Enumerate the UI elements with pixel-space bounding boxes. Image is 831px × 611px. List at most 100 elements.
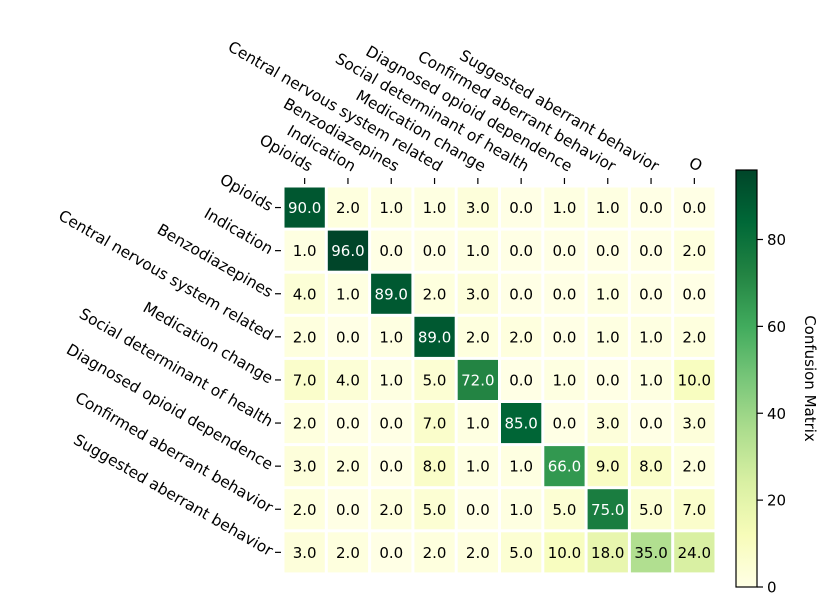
cell-value-label: 1.0	[553, 199, 577, 217]
cell-value-label: 1.0	[509, 458, 533, 476]
cell-value-label: 2.0	[293, 328, 317, 346]
heatmap-cell-r4-c1	[327, 359, 369, 400]
heatmap-cell-r7-c4	[457, 489, 498, 530]
cell-value-label: 0.0	[423, 242, 447, 260]
cell-value-label: 72.0	[461, 371, 494, 389]
cell-value-label: 0.0	[379, 544, 403, 562]
cell-value-label: 89.0	[375, 285, 408, 303]
heatmap-cell-r2-c2	[371, 273, 412, 314]
cell-value-label: 2.0	[336, 458, 360, 476]
heatmap-cell-r5-c6	[544, 403, 585, 444]
cell-value-label: 90.0	[288, 199, 321, 217]
heatmap-cell-r8-c5	[501, 532, 542, 573]
heatmap-cell-r6-c0	[284, 446, 325, 487]
cell-value-label: 5.0	[423, 371, 447, 389]
cell-value-label: 5.0	[639, 501, 663, 519]
cell-value-label: 0.0	[379, 415, 403, 433]
heatmap-cell-r1-c8	[630, 230, 672, 271]
cell-value-label: 0.0	[509, 371, 533, 389]
cell-value-label: 1.0	[466, 458, 490, 476]
colorbar: 0 20 40 60 80 Confusion Matrix	[735, 169, 819, 597]
heatmap-cell-r1-c9	[674, 230, 715, 271]
colorbar-label: Confusion Matrix	[801, 315, 819, 442]
cell-value-label: 3.0	[682, 415, 706, 433]
heatmap-cell-r0-c1	[327, 187, 369, 228]
heatmap-cell-r4-c7	[587, 359, 628, 400]
heatmap-cell-r1-c4	[457, 230, 498, 271]
heatmap-cell-r3-c9	[674, 316, 715, 357]
cell-value-label: 3.0	[293, 458, 317, 476]
cell-value-label: 2.0	[682, 328, 706, 346]
cell-value-label: 1.0	[293, 242, 317, 260]
heatmap-cell-r4-c2	[371, 359, 412, 400]
heatmap-cell-r2-c9	[674, 273, 715, 314]
heatmap-cell-labels: 90.0 2.0 1.0 1.0 3.0 0.0 1.0 1.0 0.0 0.0 1.0 96.0 0.…	[288, 199, 711, 562]
heatmap-cell-r6-c5	[501, 446, 542, 487]
heatmap-cells	[284, 187, 715, 573]
cell-value-label: 2.0	[293, 415, 317, 433]
heatmap-cell-r8-c4	[457, 532, 498, 573]
colorbar-tick-label: 0	[767, 579, 777, 597]
heatmap-cell-r5-c1	[327, 403, 369, 444]
cell-value-label: 0.0	[596, 242, 620, 260]
heatmap-cell-r3-c5	[501, 316, 542, 357]
heatmap-cell-r8-c8	[630, 532, 672, 573]
cell-value-label: 0.0	[682, 285, 706, 303]
cell-value-label: 0.0	[639, 242, 663, 260]
cell-value-label: 0.0	[553, 285, 577, 303]
heatmap-cell-r1-c1	[327, 230, 369, 271]
cell-value-label: 85.0	[504, 415, 537, 433]
heatmap-cell-r3-c8	[630, 316, 672, 357]
cell-value-label: 0.0	[639, 199, 663, 217]
cell-value-label: 1.0	[379, 328, 403, 346]
heatmap-cell-r2-c1	[327, 273, 369, 314]
heatmap-cell-r0-c5	[501, 187, 542, 228]
cell-value-label: 1.0	[423, 199, 447, 217]
cell-value-label: 0.0	[466, 501, 490, 519]
cell-value-label: 0.0	[682, 199, 706, 217]
heatmap-cell-r0-c7	[587, 187, 628, 228]
heatmap-cell-r0-c3	[414, 187, 455, 228]
cell-value-label: 10.0	[678, 371, 711, 389]
cell-value-label: 5.0	[423, 501, 447, 519]
cell-value-label: 66.0	[548, 458, 581, 476]
heatmap-cell-r4-c5	[501, 359, 542, 400]
row-axis: OpioidsIndicationBenzodiazepinesCentral …	[55, 170, 281, 560]
heatmap-cell-r8-c2	[371, 532, 412, 573]
heatmap-cell-r2-c4	[457, 273, 498, 314]
cell-value-label: 0.0	[596, 371, 620, 389]
heatmap-cell-r8-c9	[674, 532, 715, 573]
heatmap-cell-r1-c7	[587, 230, 628, 271]
cell-value-label: 2.0	[336, 544, 360, 562]
cell-value-label: 2.0	[293, 501, 317, 519]
heatmap-cell-r3-c0	[284, 316, 325, 357]
cell-value-label: 8.0	[423, 458, 447, 476]
heatmap-cell-r0-c8	[630, 187, 672, 228]
heatmap-cell-r6-c9	[674, 446, 715, 487]
heatmap-cell-r1-c2	[371, 230, 412, 271]
heatmap-cell-r8-c0	[284, 532, 325, 573]
heatmap-cell-r3-c3	[414, 316, 455, 357]
heatmap-cell-r0-c0	[284, 187, 325, 228]
heatmap-cell-r2-c6	[544, 273, 585, 314]
heatmap-cell-r4-c9	[674, 359, 715, 400]
heatmap-cell-r7-c9	[674, 489, 715, 530]
cell-value-label: 0.0	[379, 458, 403, 476]
row-tick-label: Opioids	[217, 170, 276, 215]
cell-value-label: 1.0	[336, 285, 360, 303]
cell-value-label: 0.0	[336, 328, 360, 346]
heatmap-cell-r2-c3	[414, 273, 455, 314]
heatmap-cell-r2-c8	[630, 273, 672, 314]
colorbar-tick-label: 60	[767, 318, 786, 336]
cell-value-label: 0.0	[509, 285, 533, 303]
cell-value-label: 0.0	[553, 415, 577, 433]
cell-value-label: 2.0	[466, 544, 490, 562]
heatmap-cell-r0-c2	[371, 187, 412, 228]
cell-value-label: 1.0	[553, 371, 577, 389]
cell-value-label: 1.0	[509, 501, 533, 519]
cell-value-label: 2.0	[423, 544, 447, 562]
cell-value-label: 7.0	[423, 415, 447, 433]
heatmap-cell-r8-c6	[544, 532, 585, 573]
heatmap-cell-r4-c6	[544, 359, 585, 400]
